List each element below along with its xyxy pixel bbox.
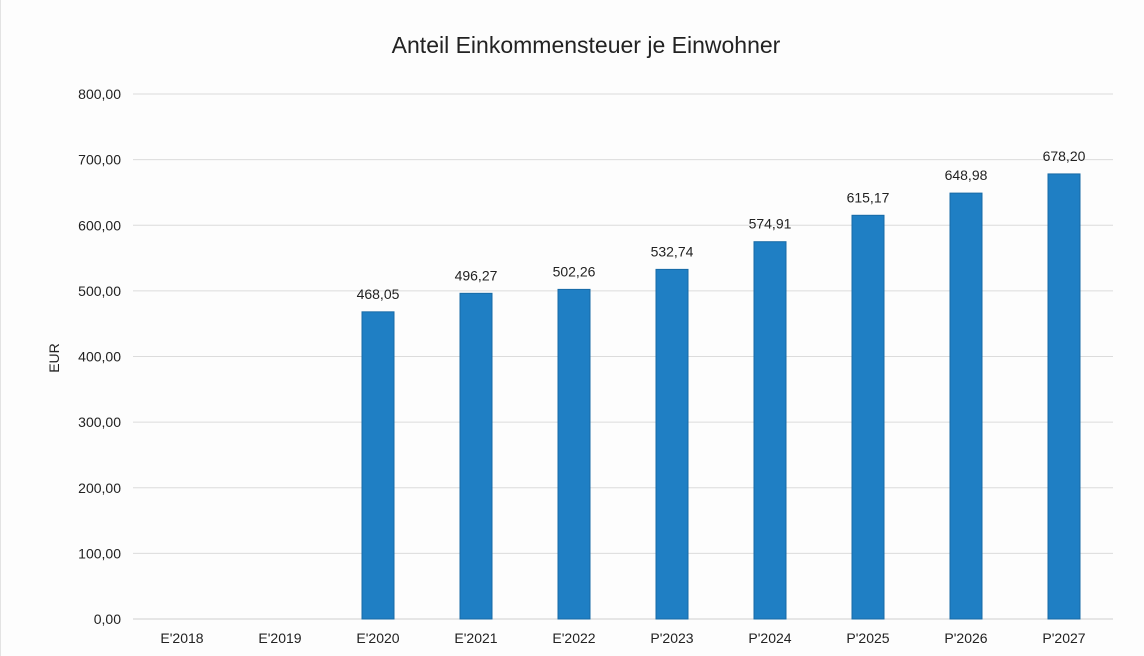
x-category-label: P'2026 [944, 630, 987, 646]
x-category-label: E'2018 [160, 630, 203, 646]
bar [459, 292, 493, 620]
x-category-label: P'2024 [748, 630, 791, 646]
chart-title: Anteil Einkommensteuer je Einwohner [392, 32, 781, 58]
y-tick-label: 600,00 [78, 217, 121, 233]
data-label: 502,26 [553, 263, 596, 279]
y-tick-label: 400,00 [78, 349, 121, 365]
y-tick-label: 300,00 [78, 414, 121, 430]
data-label: 648,98 [945, 167, 988, 183]
data-label: 532,74 [651, 243, 694, 259]
bar [361, 311, 395, 620]
x-category-label: E'2019 [258, 630, 301, 646]
y-tick-label: 700,00 [78, 152, 121, 168]
bars [361, 173, 1081, 620]
x-category-label: E'2022 [552, 630, 595, 646]
x-category-label: E'2021 [454, 630, 497, 646]
y-axis-label: EUR [46, 343, 62, 373]
bar [655, 268, 689, 620]
y-tick-label: 0,00 [94, 611, 121, 627]
data-label: 574,91 [749, 216, 792, 232]
bar [949, 192, 983, 620]
y-axis-ticks: 0,00 100,00 200,00 300,00 400,00 500,00 600,00… [78, 86, 121, 627]
data-label: 496,27 [455, 267, 498, 283]
data-labels: 468,05 496,27 502,26 532,74 574,91 615,17 648,… [357, 148, 1086, 302]
data-label: 678,20 [1043, 148, 1086, 164]
gridlines [133, 93, 1113, 620]
bar [753, 241, 787, 620]
x-category-label: P'2027 [1042, 630, 1085, 646]
bar [851, 214, 885, 620]
data-label: 615,17 [847, 189, 890, 205]
x-category-label: P'2025 [846, 630, 889, 646]
x-axis-categories: E'2018 E'2019 E'2020 E'2021 E'2022 P'2023 P'20… [160, 630, 1085, 646]
y-tick-label: 200,00 [78, 480, 121, 496]
bar [557, 288, 591, 620]
x-category-label: P'2023 [650, 630, 693, 646]
x-category-label: E'2020 [356, 630, 399, 646]
y-tick-label: 500,00 [78, 283, 121, 299]
bar [1047, 173, 1081, 620]
data-label: 468,05 [357, 286, 400, 302]
y-tick-label: 100,00 [78, 545, 121, 561]
y-tick-label: 800,00 [78, 86, 121, 102]
